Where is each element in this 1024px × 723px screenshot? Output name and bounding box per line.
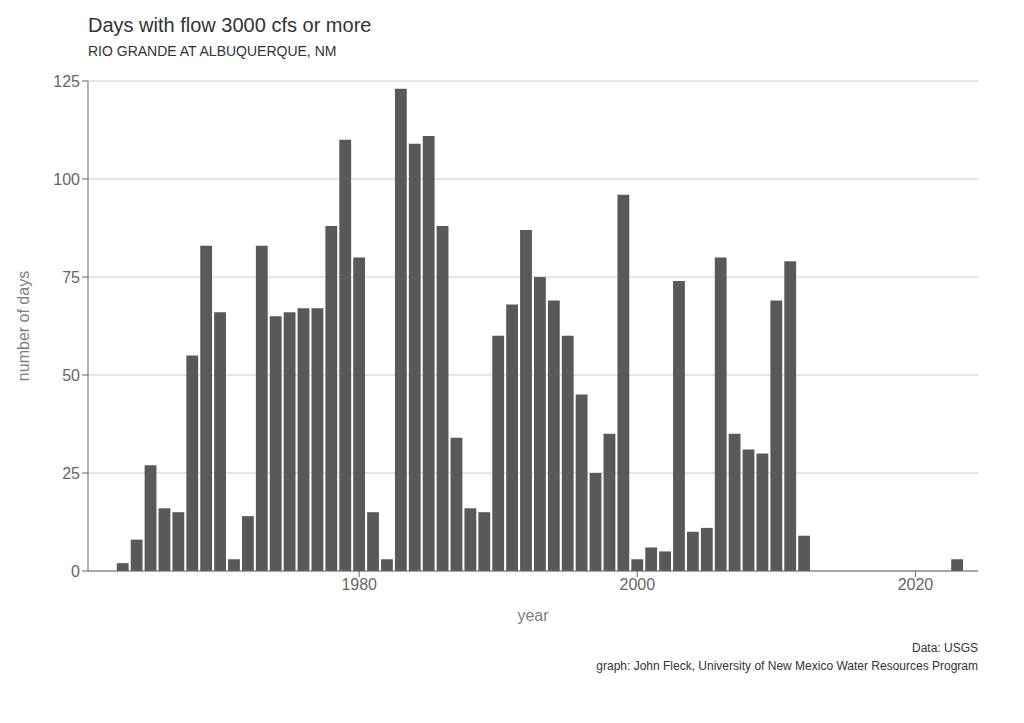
html-text:RIO GRANDE AT ALBUQUERQUE, NM: RIO GRANDE AT ALBUQUERQUE, NM [88,43,337,59]
svg-text:year: year [517,607,549,624]
html-text:Days with flow 3000 cfs or mor: Days with flow 3000 cfs or more [88,14,372,36]
svg-text:25: 25 [62,465,80,482]
svg-text:75: 75 [62,269,80,286]
svg-text:50: 50 [62,367,80,384]
svg-text:number of days: number of days [15,271,32,381]
svg-text:100: 100 [53,171,80,188]
svg-text:125: 125 [53,73,80,90]
svg-text:0: 0 [71,563,80,580]
html-text:Data: USGS: Data: USGS [912,641,978,655]
svg-text:2000: 2000 [620,576,656,593]
svg-text:2020: 2020 [898,576,934,593]
html-text:graph: John Fleck, University: graph: John Fleck, University of New Mex… [596,659,978,673]
svg-text:1980: 1980 [341,576,377,593]
